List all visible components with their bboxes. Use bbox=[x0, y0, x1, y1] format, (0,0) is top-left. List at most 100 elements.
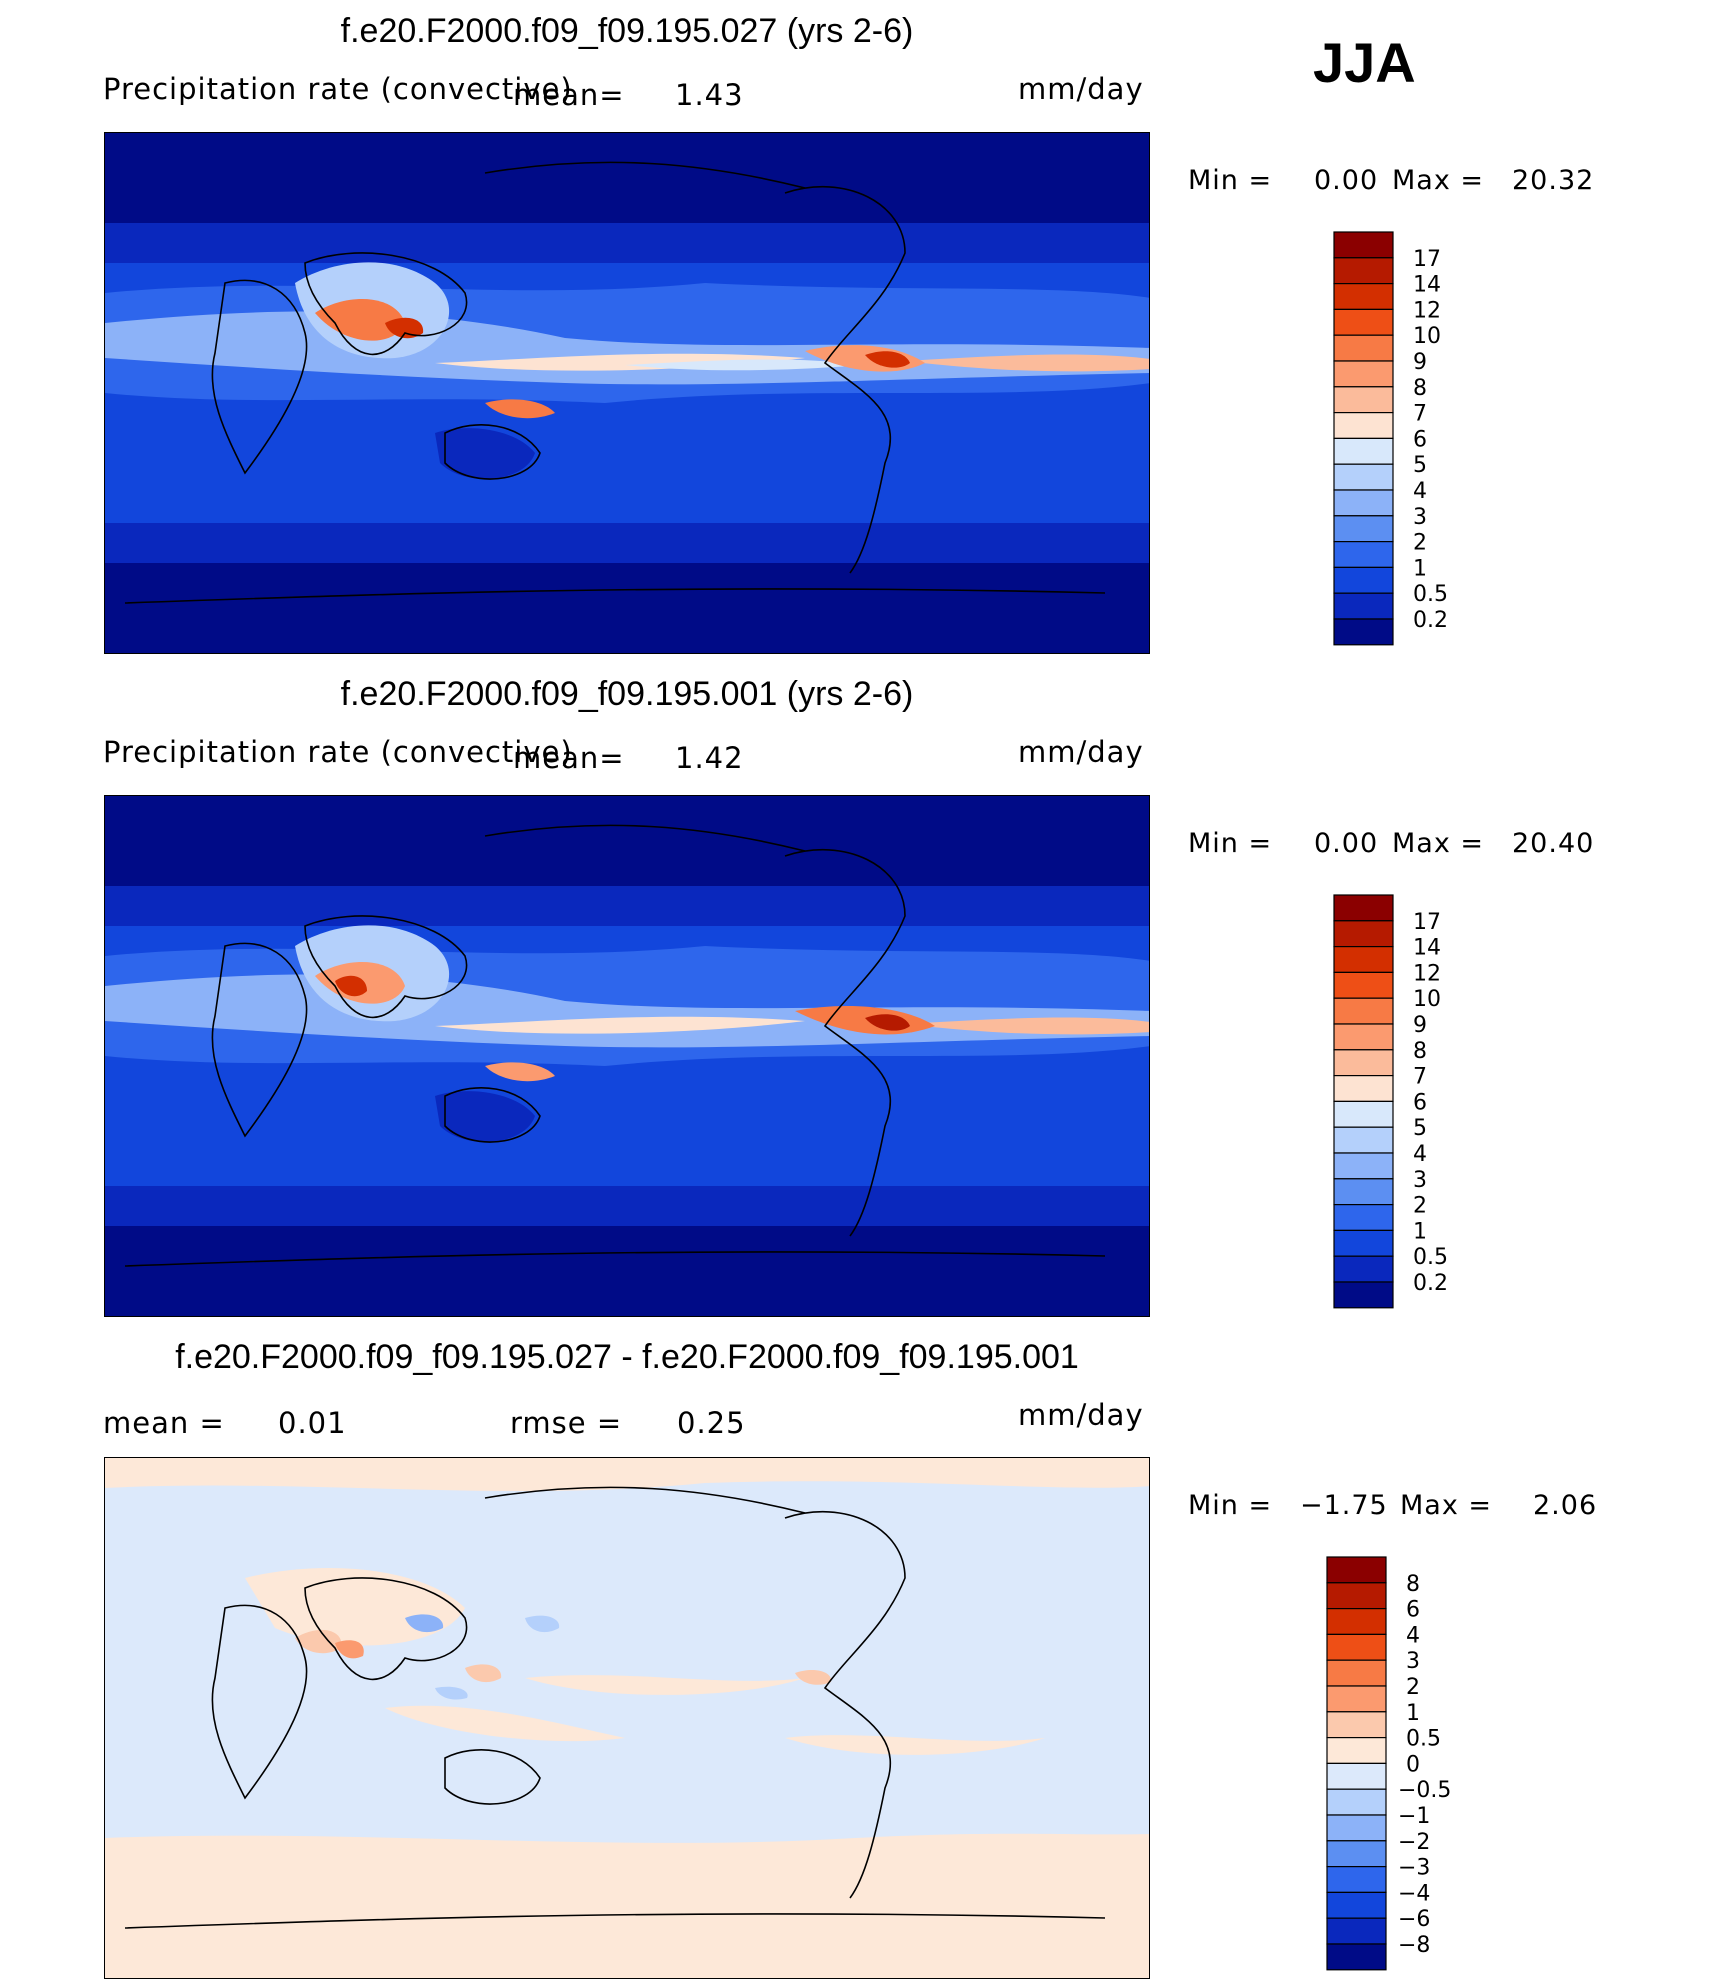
colorbar-swatch bbox=[1326, 1866, 1387, 1894]
panel3-max-value: 2.06 bbox=[1533, 1490, 1598, 1521]
panel2-colorbar: 17 14 12 10 9 8 7 6 5 4 3 2 1 0.5 0.2 bbox=[1333, 894, 1448, 1310]
colorbar-swatch bbox=[1333, 308, 1394, 336]
colorbar-swatch bbox=[1333, 257, 1394, 285]
panel1-title: f.e20.F2000.f09_f09.195.027 (yrs 2-6) bbox=[340, 12, 914, 50]
panel1-map bbox=[104, 132, 1150, 654]
colorbar-tick-label: −6 bbox=[1398, 1907, 1430, 1932]
colorbar-swatch bbox=[1333, 1126, 1394, 1154]
panel1-mean-value: 1.43 bbox=[675, 78, 744, 112]
colorbar-swatch bbox=[1333, 412, 1394, 440]
panel2-title: f.e20.F2000.f09_f09.195.001 (yrs 2-6) bbox=[340, 675, 914, 713]
colorbar-tick-label: 1 bbox=[1413, 1219, 1427, 1244]
panel1-min-value: 0.00 bbox=[1314, 165, 1379, 196]
panel1-max-label: Max = bbox=[1392, 165, 1485, 196]
panel1-units: mm/day bbox=[1018, 72, 1144, 106]
colorbar-swatch bbox=[1333, 1049, 1394, 1077]
colorbar-tick-label: −2 bbox=[1398, 1830, 1430, 1855]
colorbar-swatch bbox=[1333, 282, 1394, 310]
colorbar-swatch bbox=[1333, 386, 1394, 414]
colorbar-swatch bbox=[1333, 463, 1394, 491]
colorbar-swatch bbox=[1333, 566, 1394, 594]
colorbar-swatch bbox=[1333, 489, 1394, 517]
colorbar-swatch bbox=[1326, 1711, 1387, 1739]
colorbar-swatch bbox=[1333, 1100, 1394, 1128]
colorbar-swatch bbox=[1326, 1556, 1387, 1584]
colorbar-swatch bbox=[1326, 1840, 1387, 1868]
colorbar-swatch bbox=[1333, 618, 1394, 646]
panel1-variable: Precipitation rate (convective) bbox=[103, 72, 573, 106]
colorbar-swatch bbox=[1326, 1943, 1387, 1971]
colorbar-tick-label: 2 bbox=[1406, 1675, 1420, 1700]
colorbar-tick-label: 4 bbox=[1406, 1623, 1420, 1648]
colorbar-tick-label: 8 bbox=[1406, 1572, 1420, 1597]
colorbar-swatch bbox=[1333, 945, 1394, 973]
colorbar-swatch bbox=[1333, 515, 1394, 543]
colorbar-tick-label: 17 bbox=[1413, 247, 1441, 272]
colorbar-tick-label: 2 bbox=[1413, 1194, 1427, 1219]
colorbar-tick-label: 6 bbox=[1413, 427, 1427, 452]
colorbar-tick-label: 0.5 bbox=[1413, 582, 1448, 607]
colorbar-tick-label: 1 bbox=[1406, 1701, 1420, 1726]
panel3-rmse-label: rmse = bbox=[510, 1406, 623, 1440]
colorbar-swatch bbox=[1326, 1891, 1387, 1919]
colorbar-tick-label: 7 bbox=[1413, 1065, 1427, 1090]
colorbar-tick-label: 0.2 bbox=[1413, 1271, 1448, 1296]
colorbar-swatch bbox=[1326, 1582, 1387, 1610]
panel2-max-label: Max = bbox=[1392, 828, 1485, 859]
colorbar-tick-label: 10 bbox=[1413, 324, 1441, 349]
colorbar-tick-label: 6 bbox=[1413, 1090, 1427, 1115]
colorbar-swatch bbox=[1333, 971, 1394, 999]
colorbar-tick-label: 5 bbox=[1413, 453, 1427, 478]
panel3-min-label: Min = bbox=[1188, 1490, 1273, 1521]
colorbar-swatch bbox=[1333, 1204, 1394, 1232]
panel3-title: f.e20.F2000.f09_f09.195.027 - f.e20.F200… bbox=[175, 1338, 1079, 1376]
panel1-max-value: 20.32 bbox=[1512, 165, 1595, 196]
panel2-variable: Precipitation rate (convective) bbox=[103, 735, 573, 769]
colorbar-tick-label: 9 bbox=[1413, 1013, 1427, 1038]
colorbar-tick-label: 14 bbox=[1413, 273, 1441, 298]
panel2-mean-value: 1.42 bbox=[675, 741, 744, 775]
colorbar-swatch bbox=[1326, 1607, 1387, 1635]
colorbar-swatch bbox=[1333, 541, 1394, 569]
colorbar-swatch bbox=[1333, 1023, 1394, 1051]
panel2-units: mm/day bbox=[1018, 735, 1144, 769]
panel3-mean-value: 0.01 bbox=[278, 1406, 347, 1440]
panel2-mean-label: mean= bbox=[513, 741, 625, 775]
colorbar-tick-label: 12 bbox=[1413, 298, 1441, 323]
colorbar-tick-label: 2 bbox=[1413, 531, 1427, 556]
panel1-colorbar: 17 14 12 10 9 8 7 6 5 4 3 2 1 0.5 0.2 bbox=[1333, 231, 1448, 647]
colorbar-swatch bbox=[1326, 1788, 1387, 1816]
colorbar-tick-label: 3 bbox=[1413, 505, 1427, 530]
colorbar-swatch bbox=[1333, 1229, 1394, 1257]
colorbar-tick-label: 12 bbox=[1413, 961, 1441, 986]
panel3-min-value: −1.75 bbox=[1300, 1490, 1388, 1521]
colorbar-swatch bbox=[1333, 360, 1394, 388]
panel3-units: mm/day bbox=[1018, 1398, 1144, 1432]
colorbar-swatch bbox=[1326, 1633, 1387, 1661]
colorbar-tick-label: 7 bbox=[1413, 402, 1427, 427]
panel2-min-label: Min = bbox=[1188, 828, 1273, 859]
season-label: JJA bbox=[1313, 31, 1416, 94]
colorbar-tick-label: 5 bbox=[1413, 1116, 1427, 1141]
colorbar-tick-label: 14 bbox=[1413, 936, 1441, 961]
colorbar-swatch bbox=[1326, 1814, 1387, 1842]
colorbar-tick-label: −3 bbox=[1398, 1856, 1430, 1881]
colorbar-tick-label: 6 bbox=[1406, 1598, 1420, 1623]
colorbar-tick-label: 8 bbox=[1413, 376, 1427, 401]
panel2-map bbox=[104, 795, 1150, 1317]
panel1-min-label: Min = bbox=[1188, 165, 1273, 196]
colorbar-swatch bbox=[1333, 1075, 1394, 1103]
panel2-min-value: 0.00 bbox=[1314, 828, 1379, 859]
colorbar-tick-label: 9 bbox=[1413, 350, 1427, 375]
colorbar-tick-label: −4 bbox=[1398, 1881, 1430, 1906]
panel3-rmse-value: 0.25 bbox=[677, 1406, 746, 1440]
colorbar-tick-label: 3 bbox=[1406, 1649, 1420, 1674]
colorbar-tick-label: 8 bbox=[1413, 1039, 1427, 1064]
colorbar-tick-label: 4 bbox=[1413, 479, 1427, 504]
colorbar-swatch bbox=[1326, 1917, 1387, 1945]
colorbar-swatch bbox=[1333, 592, 1394, 620]
colorbar-swatch bbox=[1333, 231, 1394, 259]
colorbar-tick-label: 4 bbox=[1413, 1142, 1427, 1167]
